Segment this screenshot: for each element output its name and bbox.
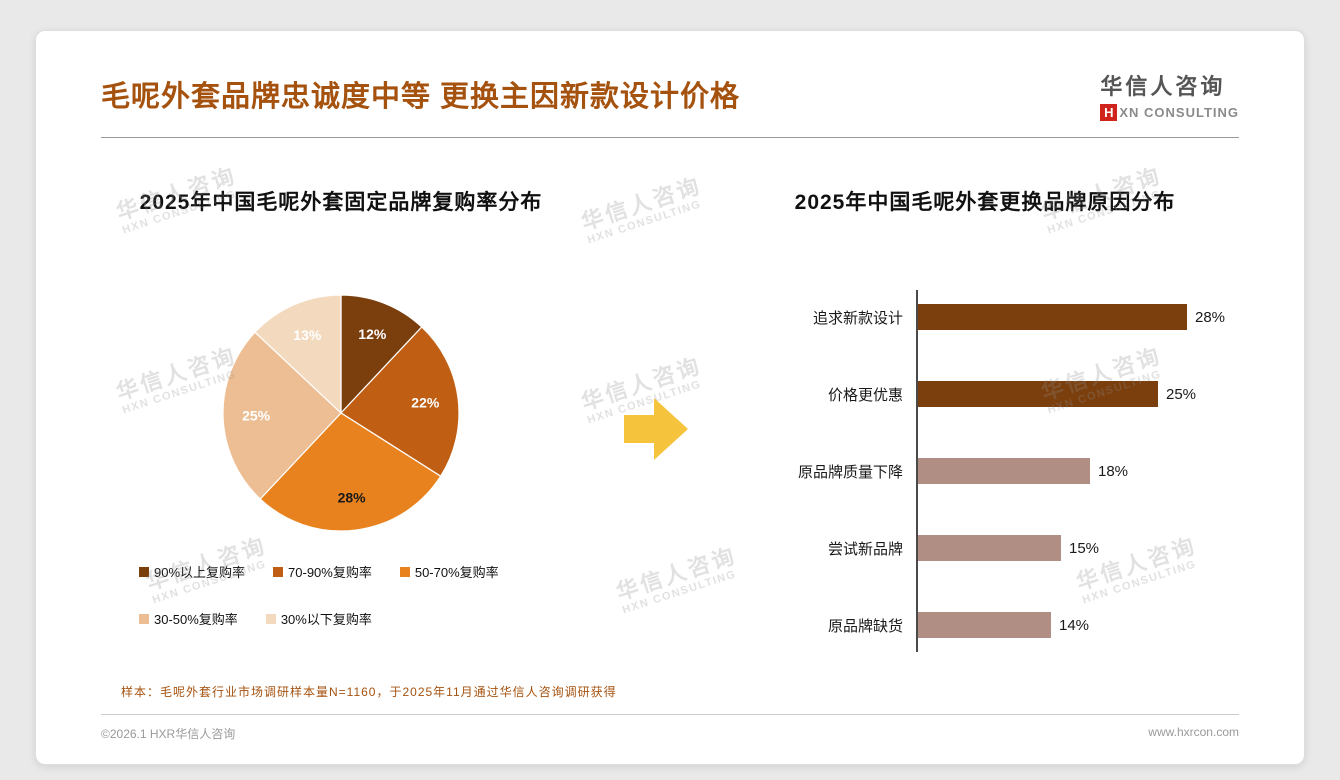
arrow-wrap (581, 186, 731, 638)
pie-slice-0 (340, 294, 423, 415)
pie-slice-1 (340, 326, 460, 478)
legend-swatch (139, 613, 149, 624)
pie-slice-3 (222, 331, 342, 500)
arrow-right-icon (624, 398, 688, 460)
bar-value-label: 14% (1059, 616, 1090, 634)
pie-slice-label: 25% (242, 408, 271, 424)
legend-item-3: 30-50%复购率 (139, 609, 238, 628)
page-title: 毛呢外套品牌忠诚度中等 更换主因新款设计价格 (101, 81, 741, 113)
sample-note: 样本：毛呢外套行业市场调研样本量N=1160，于2025年11月通过华信人咨询调… (121, 685, 617, 699)
pie-slice-label: 13% (293, 327, 322, 343)
bar-row-0: 追求新款设计 28% (731, 304, 1239, 330)
brand-h-mark-icon: H (1100, 104, 1118, 121)
bar-chart-title: 2025年中国毛呢外套更换品牌原因分布 (794, 191, 1176, 214)
pie-chart-title: 2025年中国毛呢外套固定品牌复购率分布 (139, 191, 543, 214)
pie-slice-4 (254, 294, 342, 415)
legend-swatch (139, 566, 149, 577)
footer: ©2026.1 HXR华信人咨询 www.hxrcon.com (101, 714, 1239, 742)
brand-logo: 华信人咨询 H XN CONSULTING (1100, 69, 1239, 121)
legend-item-2: 50-70%复购率 (399, 562, 499, 581)
bar-fill (916, 304, 1187, 330)
bar-chart: 追求新款设计 28% 价格更优惠 25% 原品牌质量下降 18% 尝试新品牌 15% 原品牌缺货… (731, 290, 1239, 652)
legend-label: 30-50%复购率 (154, 612, 238, 627)
pie-legend: 90%以上复购率 70-90%复购率 50-70%复购率 30-50%复购率 30%以下… (101, 562, 571, 628)
legend-swatch (399, 566, 410, 577)
legend-swatch (273, 566, 284, 577)
bar-category-label: 价格更优惠 (827, 386, 903, 404)
legend-swatch (265, 613, 276, 624)
legend-label: 70-90%复购率 (288, 565, 372, 580)
bar-row-2: 原品牌质量下降 18% (731, 458, 1239, 484)
bar-value-label: 18% (1098, 462, 1129, 480)
legend-label: 90%以上复购率 (154, 565, 246, 580)
bar-value-label: 15% (1069, 539, 1100, 557)
bar-category-label: 尝试新品牌 (827, 540, 903, 558)
brand-name-en: H XN CONSULTING (1100, 104, 1239, 121)
legend-item-0: 90%以上复购率 (139, 562, 245, 581)
header-divider (101, 137, 1239, 138)
pie-slice-label: 22% (411, 394, 440, 410)
bar-category-label: 追求新款设计 (812, 309, 903, 327)
bar-category-label: 原品牌质量下降 (797, 463, 903, 481)
bar-axis-line (916, 290, 918, 652)
content: 2025年中国毛呢外套固定品牌复购率分布 12% 22% 28% 25% 13% 90%… (36, 186, 1304, 652)
brand-name-cn: 华信人咨询 (1100, 74, 1226, 99)
pie-slice-2 (259, 412, 442, 532)
bar-fill (916, 612, 1051, 638)
bar-value-label: 25% (1166, 385, 1197, 403)
slide: 华信人咨询 HXN CONSULTING 华信人咨询 HXN CONSULTING 华信… (35, 30, 1305, 765)
legend-label: 30%以下复购率 (280, 612, 372, 627)
legend-label: 50-70%复购率 (414, 565, 499, 580)
header: 毛呢外套品牌忠诚度中等 更换主因新款设计价格 华信人咨询 H XN CONSUL… (36, 31, 1304, 138)
bar-fill (916, 381, 1158, 407)
bar-category-label: 原品牌缺货 (827, 617, 903, 635)
bar-row-3: 尝试新品牌 15% (731, 535, 1239, 561)
bar-chart-section: 2025年中国毛呢外套更换品牌原因分布 追求新款设计 28% 价格更优惠 25% 原品牌… (731, 186, 1239, 652)
bar-value-label: 28% (1195, 308, 1226, 326)
legend-item-4: 30%以下复购率 (265, 609, 372, 628)
website-text: www.hxrcon.com (1148, 725, 1239, 739)
bar-fill (916, 535, 1061, 561)
legend-item-1: 70-90%复购率 (273, 562, 372, 581)
bar-row-4: 原品牌缺货 14% (731, 612, 1239, 638)
pie-slice-label: 12% (358, 326, 387, 342)
brand-name-en-text: XN CONSULTING (1119, 105, 1239, 120)
pie-slice-label: 28% (338, 489, 367, 505)
pie-chart-section: 2025年中国毛呢外套固定品牌复购率分布 12% 22% 28% 25% 13% 90%… (101, 186, 581, 638)
bar-fill (916, 458, 1090, 484)
bar-row-1: 价格更优惠 25% (731, 381, 1239, 407)
pie-chart: 12% 22% 28% 25% 13% (222, 294, 460, 532)
copyright-text: ©2026.1 HXR华信人咨询 (101, 727, 236, 741)
